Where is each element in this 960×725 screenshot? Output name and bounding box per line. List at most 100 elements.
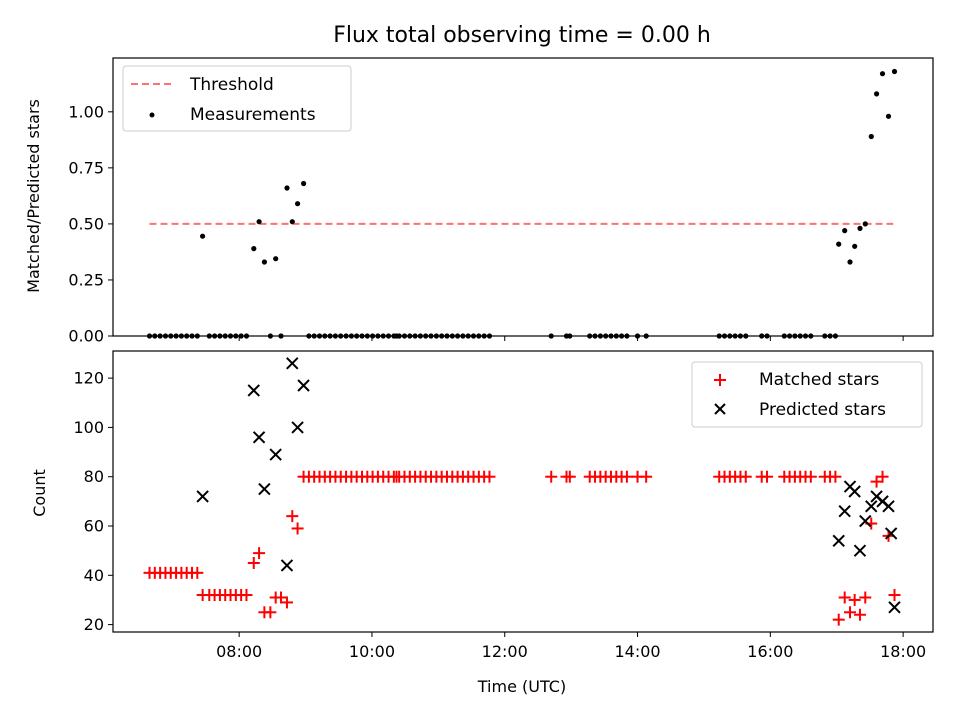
top-y-tick-label: 1.00 [68,102,104,121]
measurement-point [256,219,262,225]
predicted-star-marker [859,514,872,528]
matched-star-marker [280,596,293,609]
matched-star-marker [859,591,872,604]
bottom-plot-frame [112,350,934,633]
legend-predicted-label: Predicted stars [759,400,886,420]
predicted-star-marker [258,482,271,496]
bottom-legend-box [691,361,923,428]
matched-star-marker [191,566,204,579]
top-y-axis-label: Matched/Predicted stars [24,99,43,293]
matched-star-marker [848,593,861,606]
bottom-y-tick-label: 120 [73,369,104,388]
measurement-point [874,91,880,97]
matched-star-marker [240,589,253,602]
measurement-point [284,185,290,191]
legend-threshold-label: Threshold [189,75,274,95]
predicted-star-marker [884,527,898,540]
measurement-point [200,233,206,239]
measurement-point [289,219,295,225]
chart-title: Flux total observing time = 0.00 h [333,23,711,48]
measurement-point [868,133,874,140]
matched-star-marker [563,470,576,483]
top-panel: Flux total observing time = 0.00 h Match… [24,23,934,346]
bottom-y-tick-label: 40 [84,566,104,585]
measurement-point [891,68,898,75]
bottom-x-tick-label: 10:00 [349,642,395,661]
bottom-marks-layer [143,357,901,626]
predicted-star-marker [291,421,304,434]
measurement-point [273,256,279,262]
matched-star-marker [838,591,851,604]
matched-star-marker [620,470,633,483]
measurement-point [857,225,863,231]
measurement-point [862,221,868,227]
matched-star-marker [761,470,774,483]
predicted-star-marker [252,431,266,444]
legend-measurements-label: Measurements [190,105,316,125]
predicted-star-marker [838,505,851,518]
measurement-point [301,180,307,187]
matched-star-marker [832,613,845,626]
measurement-point [847,259,853,265]
matched-star-marker [291,522,304,535]
predicted-star-marker [865,500,878,513]
matched-star-marker [264,606,277,619]
matched-star-marker [844,606,857,619]
predicted-star-marker [247,384,260,397]
predicted-star-marker [297,379,310,392]
bottom-y-tick-label: 60 [84,517,104,536]
bottom-y-tick-label: 20 [84,615,104,634]
predicted-star-marker [280,559,294,572]
measurement-point [295,201,301,207]
matched-star-marker [483,470,496,483]
bottom-legend: Matched stars Predicted stars [691,361,923,428]
matched-star-marker [286,510,299,523]
bottom-x-tick-label: 08:00 [216,642,262,661]
top-legend-box [122,65,352,132]
predicted-star-marker [853,544,867,557]
predicted-star-marker [882,500,895,513]
predicted-star-marker [832,534,845,548]
matched-star-marker [640,470,653,483]
measurement-point [251,246,257,252]
predicted-star-marker [848,485,861,498]
bottom-x-tick-label: 14:00 [614,642,660,661]
matched-star-marker [545,470,558,483]
bottom-y-tick-label: 100 [73,418,104,437]
top-y-tick-label: 0.50 [68,214,104,233]
bottom-axes-layer: 20 40 60 80 100 120 08:00 10:00 12:00 14:00 16:00 1… [73,350,934,661]
predicted-star-marker [286,357,299,370]
top-y-tick-label: 0.25 [68,270,104,289]
matched-star-marker [253,547,266,560]
predicted-star-marker [888,601,901,614]
top-legend: Threshold Measurements [122,65,352,132]
measurement-point [261,259,267,265]
legend-matched-swatch [714,374,726,386]
bottom-x-tick-label: 16:00 [747,642,793,661]
bottom-x-tick-label: 18:00 [880,642,926,661]
top-y-tick-label: 0.00 [68,327,104,346]
matched-star-marker [888,589,901,602]
matched-star-marker [853,608,866,621]
legend-matched-label: Matched stars [759,370,879,390]
measurement-point [842,228,848,234]
matched-star-marker [247,556,260,569]
legend-predicted-swatch [714,403,726,415]
matched-star-marker [829,470,842,483]
predicted-star-marker [196,490,209,503]
measurement-point [885,113,892,119]
matched-star-marker [739,470,752,483]
top-axes-layer: 0.00 0.25 0.50 0.75 1.00 [68,57,934,346]
top-y-tick-label: 0.75 [68,158,104,177]
predicted-star-marker [269,448,282,461]
matched-star-marker [876,470,889,483]
bottom-panel: Count Time (UTC) 20 40 60 80 100 120 08:00 10:0… [30,350,934,696]
top-plot-frame [112,57,934,337]
measurement-point [879,71,886,77]
bottom-y-tick-label: 80 [84,467,104,486]
x-axis-label: Time (UTC) [477,677,566,696]
matched-star-marker [804,470,817,483]
bottom-x-tick-label: 12:00 [482,642,528,661]
